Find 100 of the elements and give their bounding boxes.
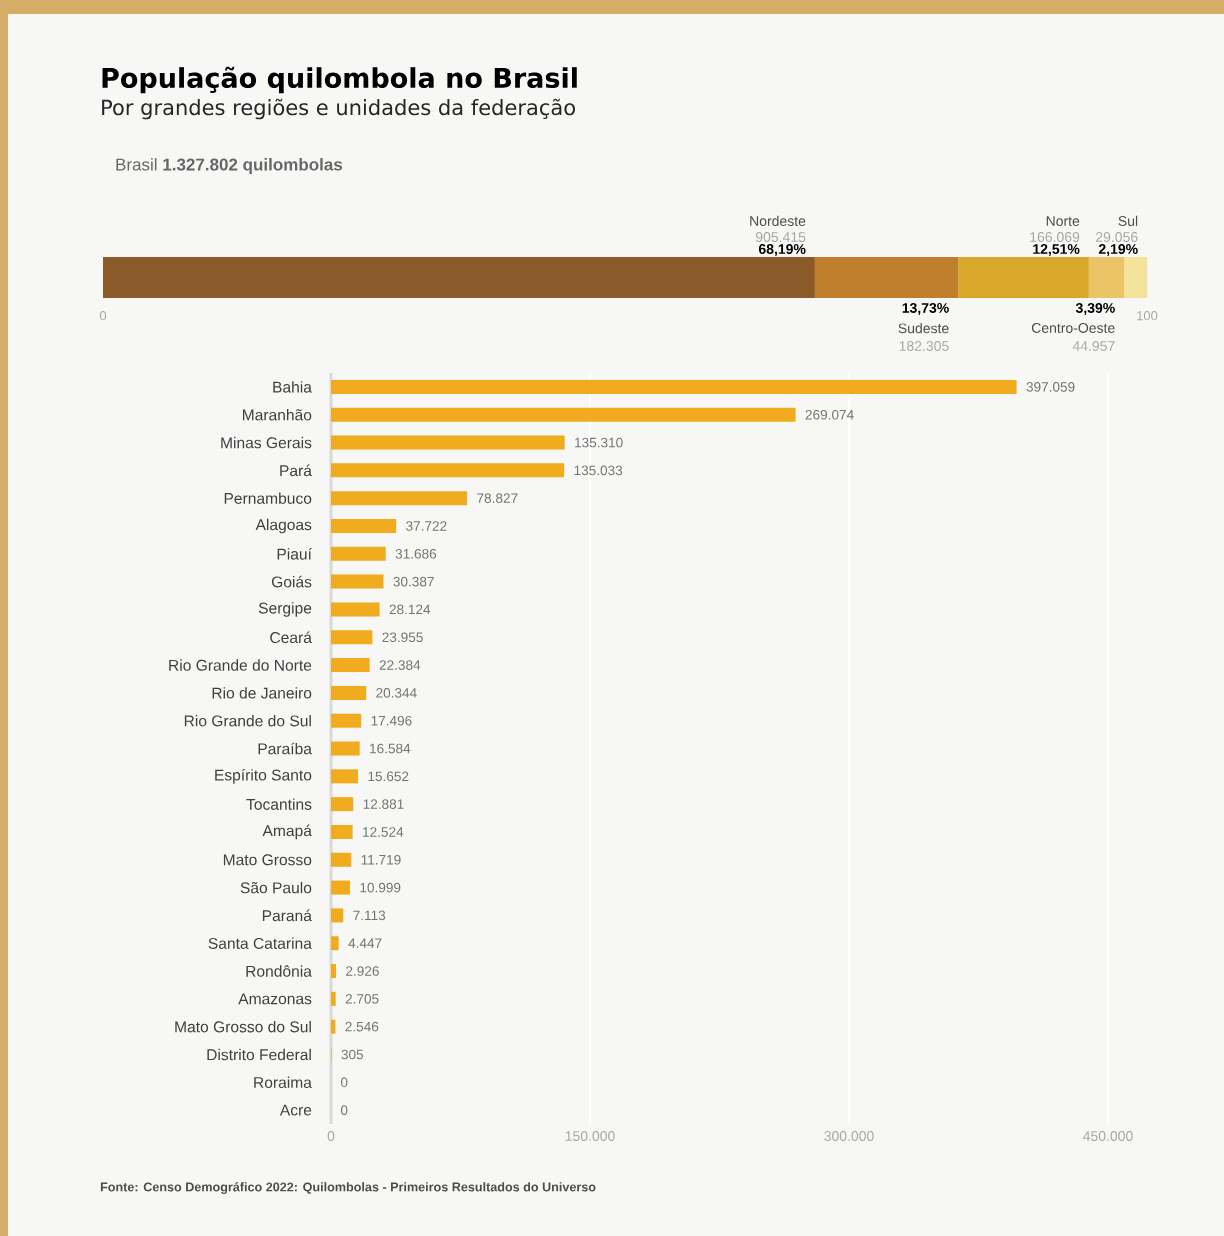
bar — [958, 257, 1089, 299]
data-label: 10.999 — [360, 882, 401, 893]
y-tick-label: Paraíba — [258, 742, 312, 755]
data-label: 23.955 — [382, 632, 423, 643]
data-label: 20.344 — [376, 688, 417, 698]
y-tick-label: Mato Grosso — [223, 854, 312, 866]
y-tick-label: Mato Grosso do Sul — [175, 1020, 311, 1033]
data-label: 135.310 — [575, 437, 623, 448]
data-label: 16.584 — [370, 743, 411, 754]
bar — [331, 991, 336, 1006]
y-tick-label: Acre — [279, 1104, 312, 1116]
y-tick-label: Sergipe — [258, 602, 312, 617]
y-tick-label: Minas Gerais — [221, 436, 312, 449]
y-tick-label: Amapá — [262, 824, 312, 840]
y-tick-label: Espírito Santo — [215, 768, 312, 784]
bar — [331, 908, 344, 923]
text: 44.957 — [1072, 341, 1115, 351]
y-tick-label: Rio Grande do Sul — [184, 714, 311, 727]
bar — [1088, 257, 1125, 299]
bar — [331, 769, 359, 784]
bar — [331, 658, 370, 673]
data-label: 30.387 — [393, 576, 434, 587]
data-label: 78.827 — [477, 493, 518, 503]
y-tick-label: Maranhão — [242, 409, 312, 421]
data-label: 12,51% — [1033, 244, 1080, 256]
data-label: 11.719 — [361, 854, 401, 865]
chart-subtitle: Por grandes regiões e unidades da federação — [102, 98, 575, 120]
bar — [814, 257, 959, 299]
x-tick-label: 300.000 — [824, 1131, 874, 1141]
series-label: Centro-Oeste — [1031, 323, 1115, 333]
y-tick-label: Rio de Janeiro — [212, 687, 312, 699]
bar — [1124, 257, 1148, 299]
text: Nordeste — [750, 215, 806, 226]
text: 166.069 — [1030, 232, 1080, 242]
y-tick-label: Ceará — [270, 631, 312, 644]
bar — [331, 435, 565, 450]
data-label: 12.524 — [363, 827, 404, 837]
bar — [331, 685, 367, 700]
data-label: 2.926 — [346, 966, 379, 976]
data-label: 15.652 — [368, 771, 409, 782]
data-label: 17.496 — [371, 715, 412, 726]
data-label: 31.686 — [395, 548, 437, 559]
bar — [331, 630, 373, 645]
text: 182.305 — [899, 341, 949, 351]
x-tick-label: 150.000 — [565, 1131, 615, 1141]
bar — [331, 824, 353, 839]
bar — [331, 602, 380, 617]
bar — [331, 491, 468, 506]
data-label: 4.447 — [348, 938, 382, 948]
data-label: 0 — [340, 1105, 348, 1115]
y-tick-label: Rio Grande do Norte — [169, 659, 312, 671]
data-label: 37.722 — [406, 521, 447, 531]
x-tick-label: 100 — [1137, 311, 1158, 321]
y-tick-label: Alagoas — [255, 518, 312, 534]
data-label: 28.124 — [389, 604, 431, 615]
series-label: Sudeste — [898, 323, 949, 334]
data-label: 397.059 — [1026, 382, 1075, 392]
bar — [331, 1019, 336, 1034]
text: 29.056 — [1095, 232, 1138, 242]
data-label: 12.881 — [363, 799, 404, 809]
bar — [331, 852, 352, 867]
bar — [103, 257, 815, 299]
data-label: 2.705 — [345, 994, 379, 1004]
bar — [331, 936, 339, 951]
data-label: 3,39% — [1075, 303, 1115, 315]
text: Sul — [1118, 215, 1138, 226]
bar — [331, 880, 350, 895]
data-label: 2.546 — [345, 1021, 379, 1032]
y-tick-label: Bahia — [273, 381, 312, 393]
data-label: 305 — [341, 1049, 364, 1060]
bar — [331, 546, 386, 561]
bar — [331, 574, 384, 589]
y-tick-label: Distrito Federal — [207, 1048, 311, 1061]
chart-title: População quilombola no Brasil — [102, 66, 577, 94]
bar — [331, 713, 362, 728]
y-tick-label: Amazonas — [238, 993, 312, 1005]
y-tick-label: São Paulo — [240, 881, 312, 894]
text: Brasil 1.327.802 quilombolas — [116, 158, 343, 174]
y-tick-label: Rondônia — [246, 965, 312, 977]
data-label: 269.074 — [805, 409, 854, 420]
data-label: 135.033 — [574, 465, 623, 476]
text: Norte — [1046, 216, 1080, 226]
y-tick-label: Pará — [280, 464, 312, 477]
y-tick-label: Tocantins — [246, 798, 312, 810]
data-label: 68,19% — [758, 244, 806, 256]
y-tick-label: Roraima — [254, 1076, 312, 1089]
y-tick-label: Santa Catarina — [208, 937, 312, 949]
data-label: 0 — [340, 1077, 348, 1088]
y-tick-label: Paraná — [262, 909, 312, 922]
source-note: Fonte: Censo Demográfico 2022: Quilombolas - Primeiros Resultados do Universo — [100, 1182, 596, 1194]
text: 905.415 — [755, 232, 806, 242]
data-label: 13,73% — [902, 303, 949, 315]
bar — [331, 407, 796, 422]
data-label: 2,19% — [1098, 244, 1138, 256]
bar — [331, 463, 565, 478]
bar — [331, 379, 1017, 394]
y-tick-label: Goiás — [271, 575, 312, 588]
x-tick-label: 450.000 — [1083, 1131, 1133, 1141]
bar — [331, 797, 354, 812]
bar — [331, 519, 397, 533]
